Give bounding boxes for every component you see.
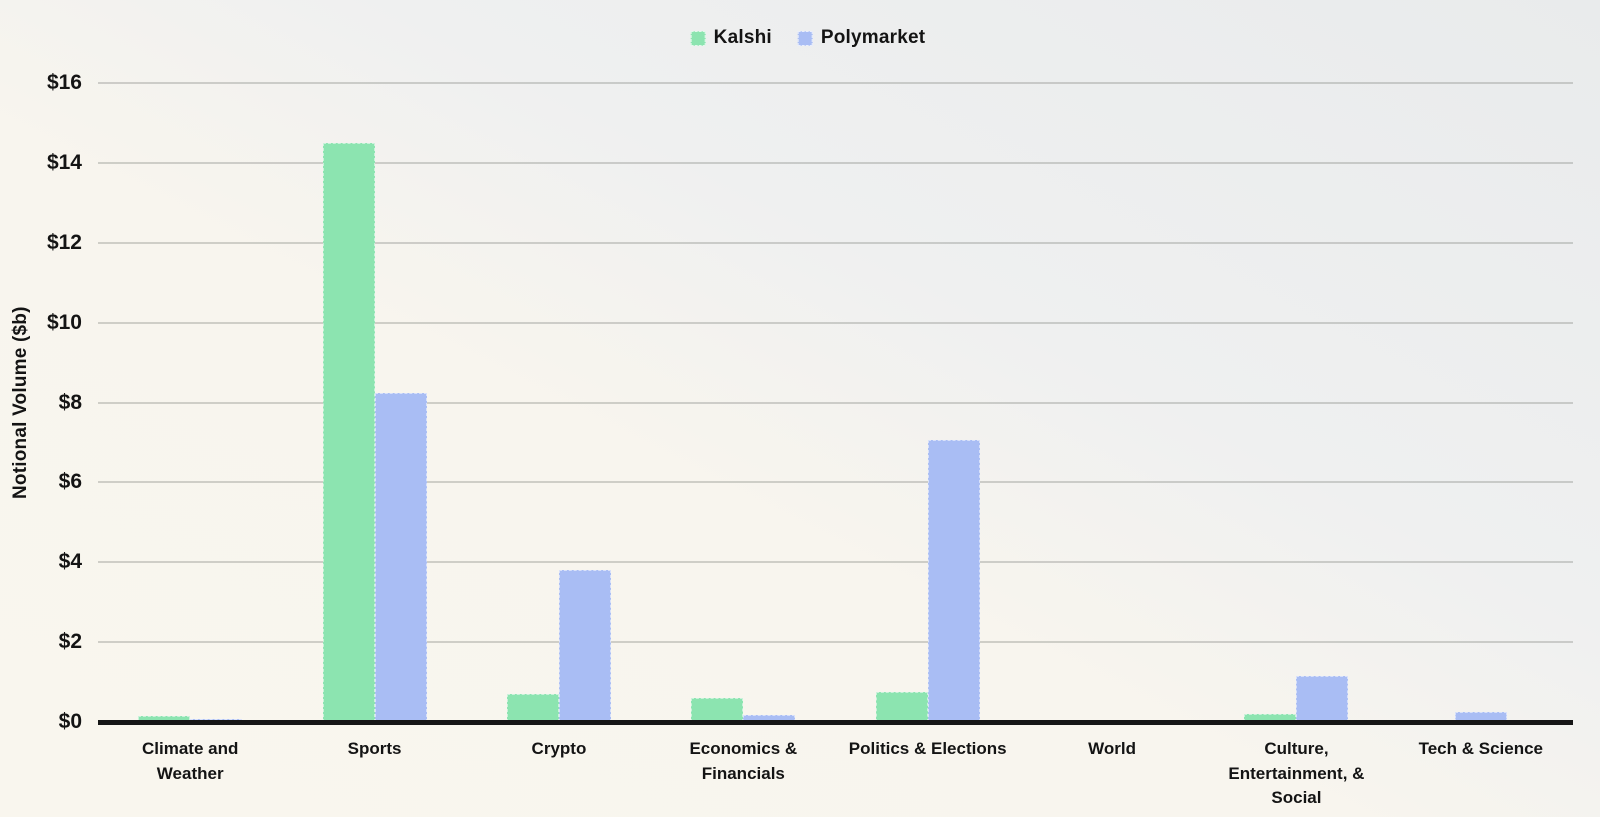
bar-kalshi: [1244, 714, 1297, 722]
gridline: [98, 561, 1573, 564]
gridline: [98, 161, 1573, 164]
legend-item-kalshi[interactable]: Kalshi: [690, 27, 772, 49]
bar-polymarket: [927, 440, 980, 722]
legend: Kalshi Polymarket: [690, 27, 926, 49]
bar-kalshi: [506, 694, 559, 722]
y-axis-tick-label: $2: [58, 630, 82, 654]
x-axis-category-label: Crypto: [531, 739, 587, 758]
x-axis-category-label: Tech & Science: [1418, 739, 1544, 758]
gridline: [98, 321, 1573, 324]
y-axis-tick-labels: $0 $2 $4 $6 $8 $10 $12 $14 $16: [0, 71, 84, 733]
x-axis-category-label: Climate and Weather: [142, 739, 239, 783]
bar-polymarket: [374, 392, 427, 722]
gridline: [98, 82, 1573, 84]
y-axis-tick-label: $10: [46, 310, 82, 334]
gridline: [98, 401, 1573, 404]
bar-polymarket: [743, 714, 796, 722]
y-axis-tick-label: $16: [46, 71, 82, 94]
x-axis-category-label: Economics & Financials: [689, 739, 798, 783]
x-axis-category-label: Politics & Elections: [848, 739, 1007, 758]
x-axis-category-label: Culture, Entertainment, & Social: [1228, 739, 1365, 808]
y-axis-tick-label: $12: [46, 230, 82, 254]
bar-kalshi: [138, 716, 191, 722]
x-axis-category-label: World: [1088, 739, 1136, 758]
bar-kalshi: [691, 698, 744, 722]
category-slot: [651, 83, 835, 722]
bar-polymarket: [558, 570, 611, 722]
legend-item-polymarket[interactable]: Polymarket: [797, 27, 926, 49]
gridline: [98, 481, 1573, 484]
polymarket-swatch-icon: [797, 30, 813, 46]
kalshi-swatch-icon: [690, 30, 706, 46]
category-slot: [836, 83, 1020, 722]
category-slot: [98, 83, 282, 722]
category-slot: [1204, 83, 1388, 722]
bar-kalshi: [322, 142, 375, 722]
x-axis-category-label: Sports: [347, 739, 402, 758]
bar-polymarket: [1454, 712, 1507, 722]
bars-container: [98, 83, 1573, 722]
category-slot: [1389, 83, 1573, 722]
gridline: [98, 641, 1573, 644]
y-axis-tick-label: $6: [58, 470, 82, 494]
gridline: [98, 241, 1573, 244]
y-axis-tick-label: $0: [58, 710, 82, 733]
category-slot: [282, 83, 466, 722]
y-axis-tick-label: $8: [58, 390, 82, 414]
x-axis-labels: Climate and Weather Sports Crypto Economics…: [98, 737, 1573, 811]
bar-kalshi: [875, 692, 928, 722]
legend-label-polymarket: Polymarket: [820, 27, 926, 48]
category-slot: [1020, 83, 1204, 722]
bar-polymarket: [1296, 676, 1349, 722]
category-slot: [467, 83, 651, 722]
y-axis-tick-label: $14: [46, 150, 82, 174]
plot-area: [98, 82, 1573, 725]
y-axis-tick-label: $4: [58, 550, 82, 574]
x-axis-line: [98, 720, 1573, 725]
legend-label-kalshi: Kalshi: [713, 27, 772, 48]
